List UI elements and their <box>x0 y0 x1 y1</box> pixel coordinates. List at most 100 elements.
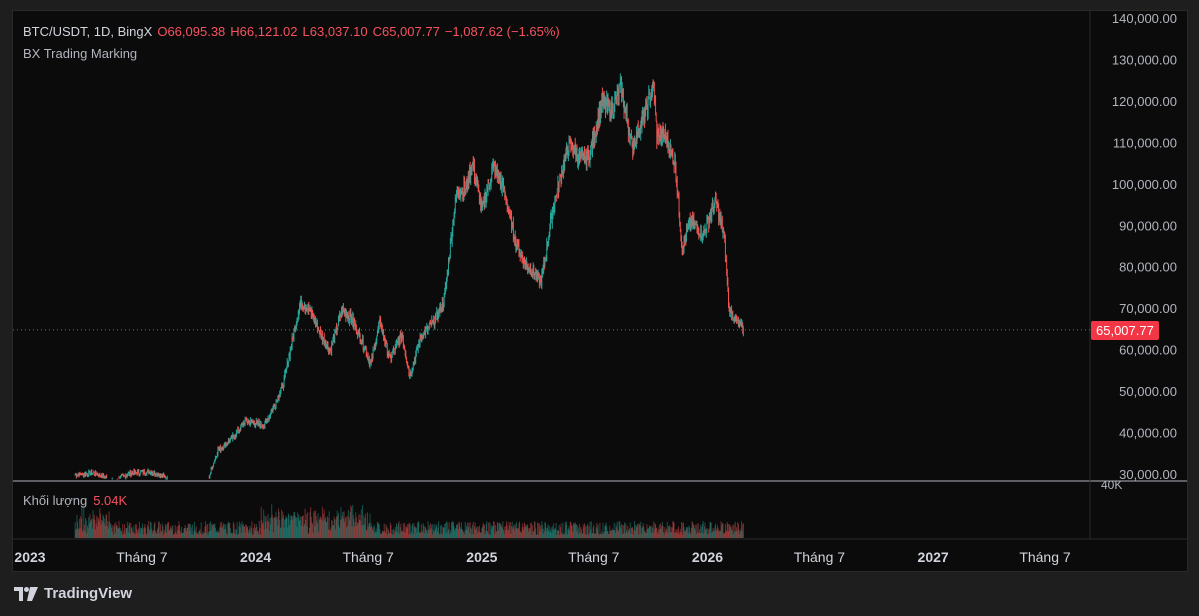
volume-bar <box>83 524 85 538</box>
volume-bar <box>703 526 705 538</box>
volume-bar <box>528 528 530 538</box>
volume-bar <box>633 529 635 538</box>
volume-bar <box>601 531 603 538</box>
volume-bar <box>424 526 426 538</box>
volume-bar <box>308 532 310 538</box>
volume-bar <box>189 530 191 538</box>
volume-bar <box>497 523 499 538</box>
volume-bar <box>479 532 481 538</box>
volume-bar <box>329 530 331 538</box>
volume-bar <box>570 525 572 538</box>
volume-bar <box>703 533 705 538</box>
volume-bar <box>174 533 176 538</box>
volume-bar <box>634 530 636 538</box>
volume-bar <box>376 522 378 538</box>
volume-bar <box>238 526 240 538</box>
volume-bar <box>713 529 715 538</box>
volume-bar <box>250 532 252 538</box>
volume-bar <box>323 509 325 538</box>
volume-bar <box>617 531 619 538</box>
volume-bar <box>692 522 694 538</box>
volume-bar <box>676 531 678 538</box>
volume-bar <box>632 534 634 538</box>
volume-bar <box>700 526 702 538</box>
volume-bar <box>402 523 404 538</box>
volume-bar <box>108 511 110 538</box>
volume-bar <box>533 531 535 538</box>
volume-bar <box>687 527 689 538</box>
volume-bar <box>522 530 524 538</box>
volume-bar <box>436 531 438 538</box>
volume-bar <box>739 533 741 538</box>
volume-bar <box>504 526 506 538</box>
volume-bar <box>739 530 741 538</box>
volume-bar <box>268 521 270 538</box>
volume-bar <box>285 516 287 538</box>
volume-bar <box>467 522 469 538</box>
volume-bar <box>281 518 283 538</box>
volume-bar <box>344 522 346 538</box>
volume-legend[interactable]: Khối lượng 5.04K <box>23 493 127 508</box>
volume-bar <box>300 525 302 538</box>
volume-bar <box>625 523 627 538</box>
volume-bar <box>404 532 406 538</box>
volume-bar <box>477 526 479 538</box>
volume-bar <box>382 531 384 538</box>
volume-bar <box>259 527 261 538</box>
volume-bar <box>590 521 592 538</box>
tradingview-branding[interactable]: TradingView <box>14 585 132 602</box>
volume-bar <box>515 522 517 538</box>
volume-bar <box>557 530 559 538</box>
volume-bar <box>274 516 276 538</box>
volume-bar <box>447 531 449 538</box>
symbol-title[interactable]: BTC/USDT, 1D, BingX <box>23 24 153 39</box>
volume-bar <box>684 531 686 538</box>
chart-area[interactable]: 140,000.00 130,000.00 120,000.00 110,000.00… <box>12 10 1188 572</box>
volume-bar <box>514 530 516 538</box>
volume-bar <box>712 528 714 538</box>
volume-bar <box>534 522 536 538</box>
volume-bar <box>493 521 495 538</box>
volume-bar <box>116 525 118 538</box>
volume-bar <box>690 527 692 538</box>
volume-bar <box>672 521 674 538</box>
volume-bar <box>78 518 80 538</box>
volume-bar <box>711 531 713 538</box>
volume-bar <box>475 528 477 538</box>
volume-bar <box>293 511 295 538</box>
volume-bar <box>511 526 513 538</box>
volume-bar <box>95 523 97 538</box>
volume-bar <box>200 522 202 538</box>
volume-bar <box>686 527 688 538</box>
volume-bar <box>595 527 597 538</box>
volume-bar <box>223 529 225 538</box>
volume-bar <box>338 525 340 538</box>
chart-legend: BTC/USDT, 1D, BingX O66,095.38 H66,121.0… <box>23 24 560 62</box>
volume-bar <box>348 517 350 538</box>
volume-bar <box>704 522 706 538</box>
volume-bar <box>386 526 388 538</box>
volume-bar <box>115 522 117 538</box>
volume-bar <box>358 514 360 538</box>
volume-bar <box>262 522 264 538</box>
volume-bar <box>215 532 217 538</box>
volume-bar <box>132 532 134 538</box>
volume-bar <box>409 524 411 538</box>
volume-bar <box>528 531 530 538</box>
volume-bar <box>337 516 339 538</box>
volume-bar <box>312 532 314 538</box>
price-chart[interactable]: 140,000.00 130,000.00 120,000.00 110,000.00… <box>13 11 1188 572</box>
volume-bar <box>572 531 574 538</box>
volume-bar <box>698 529 700 538</box>
volume-bar <box>535 528 537 538</box>
volume-bar <box>218 533 220 538</box>
volume-bar <box>725 530 727 538</box>
volume-bar <box>679 532 681 538</box>
volume-bar <box>473 533 475 538</box>
volume-bar <box>589 521 591 538</box>
volume-bar <box>392 534 394 538</box>
volume-bar <box>151 533 153 538</box>
volume-bar <box>226 534 228 538</box>
volume-bar <box>543 531 545 538</box>
indicator-name[interactable]: BX Trading Marking <box>23 46 138 61</box>
